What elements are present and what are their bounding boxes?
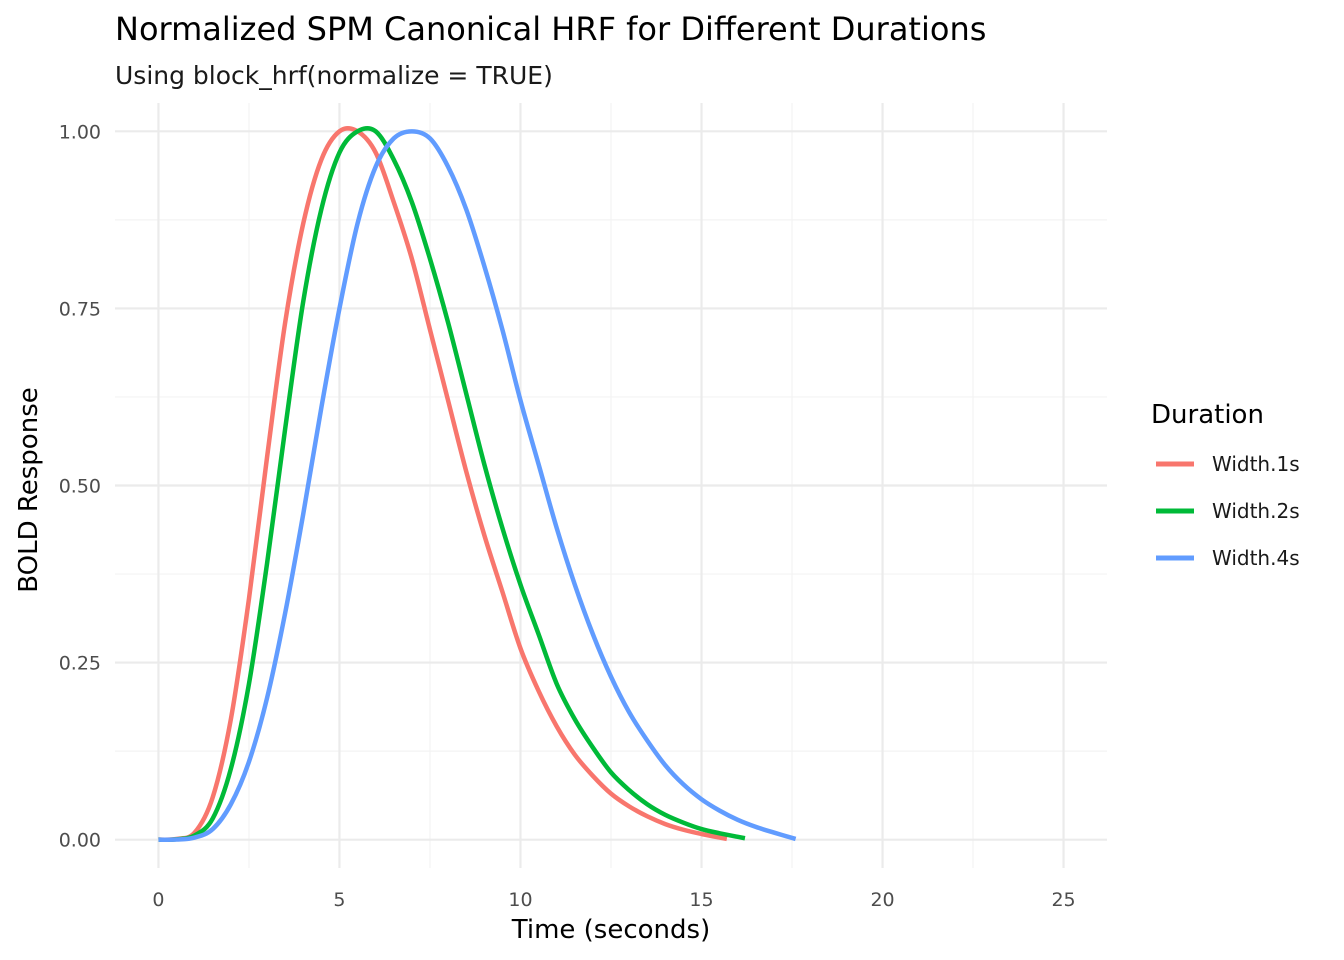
- x-tick-label: 0: [152, 889, 164, 911]
- x-tick-label: 5: [333, 889, 345, 911]
- series-line-width-4s: [158, 129, 797, 842]
- x-tick-label: 10: [508, 889, 532, 911]
- series-line-width-1s: [158, 125, 728, 842]
- chart-subtitle: Using block_hrf(normalize = TRUE): [115, 61, 553, 90]
- series-lines: [158, 125, 797, 842]
- x-tick-label: 25: [1051, 889, 1075, 911]
- chart-title: Normalized SPM Canonical HRF for Differe…: [115, 10, 986, 48]
- y-axis-ticks: 0.00 0.25 0.50 0.75 1.00: [59, 121, 101, 851]
- y-tick-label: 0.00: [59, 830, 101, 852]
- y-axis-title: BOLD Response: [14, 387, 44, 593]
- x-tick-label: 20: [870, 889, 894, 911]
- legend-label-width-4s: Width.4s: [1212, 546, 1300, 570]
- y-tick-label: 0.75: [59, 298, 101, 320]
- x-axis-title: Time (seconds): [511, 915, 710, 945]
- legend: Duration Width.1s Width.2s Width.4s: [1151, 400, 1300, 570]
- x-tick-label: 15: [689, 889, 713, 911]
- legend-title: Duration: [1151, 400, 1264, 430]
- x-axis-ticks: 0 5 10 15 20 25: [152, 889, 1075, 911]
- series-line-width-2s: [158, 125, 746, 842]
- major-gridlines: [115, 103, 1107, 868]
- y-tick-label: 0.25: [59, 653, 101, 675]
- y-tick-label: 1.00: [59, 121, 101, 143]
- legend-label-width-2s: Width.2s: [1212, 499, 1300, 523]
- legend-label-width-1s: Width.1s: [1212, 452, 1300, 476]
- y-tick-label: 0.50: [59, 476, 101, 498]
